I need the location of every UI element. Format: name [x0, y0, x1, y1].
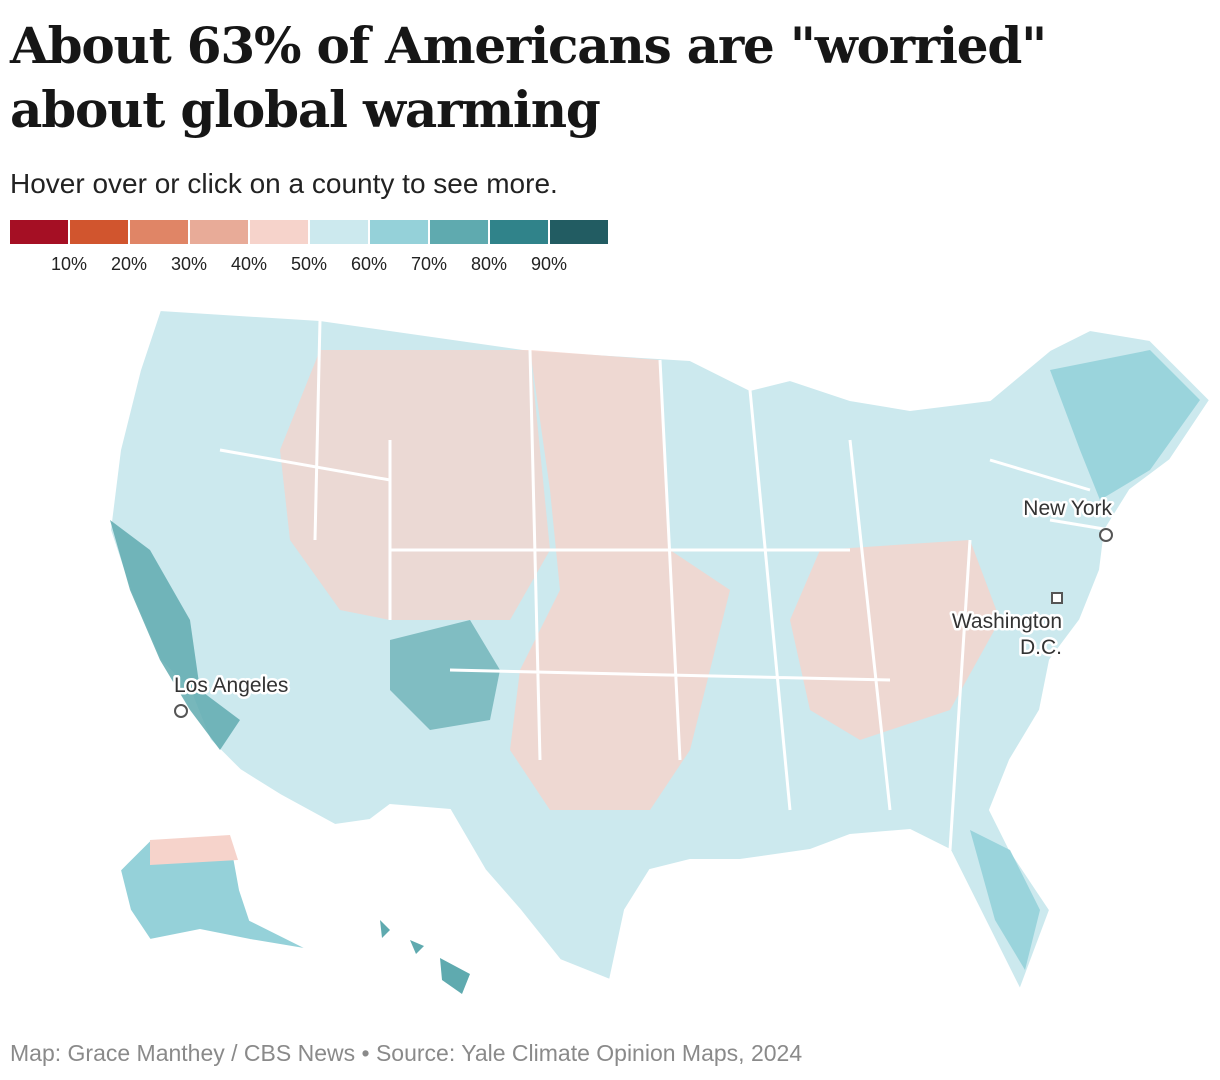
legend-tick-label: 70%: [410, 254, 448, 274]
legend-swatch: [370, 220, 428, 244]
chart-subtitle: Hover over or click on a county to see m…: [10, 168, 558, 199]
city-label: Washington: [952, 610, 1062, 633]
chart-title: About 63% of Americans are "worried" abo…: [10, 16, 1047, 139]
southwest-region: [390, 620, 500, 730]
color-legend: 10% 20% 30% 40% 50% 60% 70% 80% 90%: [10, 220, 610, 280]
legend-swatch: [190, 220, 248, 244]
legend-tick-label: 80%: [470, 254, 508, 274]
hawaii[interactable]: [380, 920, 470, 994]
us-county-map[interactable]: New York Washington D.C. Los Angeles: [90, 290, 1220, 1010]
city-marker: [1051, 592, 1063, 604]
city-label: Los Angeles: [174, 674, 288, 697]
legend-swatch: [430, 220, 488, 244]
florida-region: [970, 830, 1040, 970]
legend-tick-label: 20%: [110, 254, 148, 274]
legend-tick-label: 40%: [230, 254, 268, 274]
legend-swatch: [250, 220, 308, 244]
great-plains-region: [510, 350, 730, 810]
legend-swatch: [490, 220, 548, 244]
alaska[interactable]: [118, 833, 311, 951]
legend-swatch: [130, 220, 188, 244]
legend-swatch: [70, 220, 128, 244]
city-markers: New York Washington D.C. Los Angeles: [172, 495, 1115, 718]
city-label-line2: D.C.: [1020, 636, 1062, 659]
legend-swatches: [10, 220, 610, 244]
mountain-west-region: [280, 350, 550, 620]
legend-swatch: [310, 220, 368, 244]
legend-tick-label: 60%: [350, 254, 388, 274]
legend-tick-label: 30%: [170, 254, 208, 274]
city-marker: [174, 704, 188, 718]
mainland-us[interactable]: [108, 308, 1212, 993]
city-label: New York: [1023, 497, 1112, 520]
california-coast-region: [110, 520, 240, 750]
legend-swatch: [550, 220, 608, 244]
legend-swatch: [10, 220, 68, 244]
northeast-region: [1050, 350, 1200, 500]
legend-tick-label: 90%: [530, 254, 568, 274]
legend-tick-label: 50%: [290, 254, 328, 274]
source-credit: Map: Grace Manthey / CBS News • Source: …: [10, 1040, 803, 1066]
city-marker: [1099, 528, 1113, 542]
legend-tick-label: 10%: [50, 254, 88, 274]
appalachia-region: [790, 540, 1000, 740]
legend-ticks: 10% 20% 30% 40% 50% 60% 70% 80% 90%: [10, 244, 610, 274]
state-borders: [219, 319, 1111, 851]
